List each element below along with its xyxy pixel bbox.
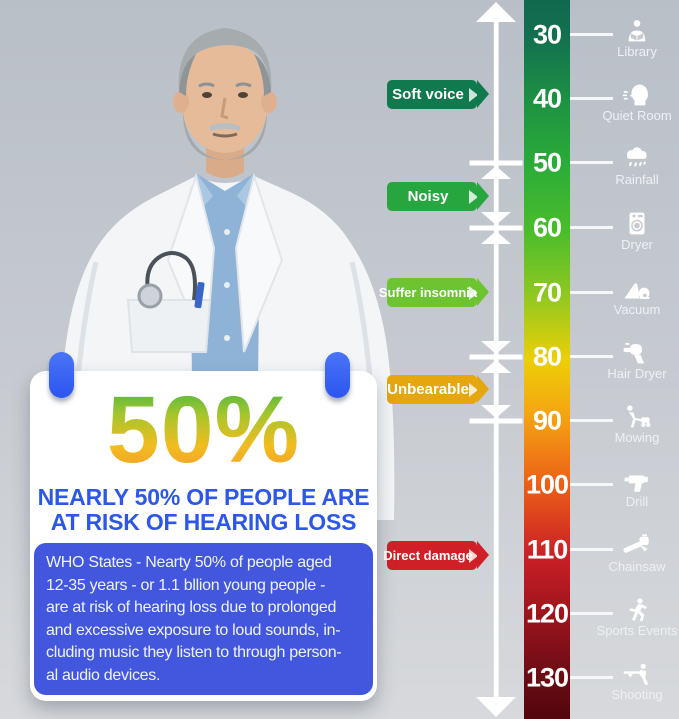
tick-connector (570, 612, 613, 615)
tick-connector (570, 483, 613, 486)
db-value: 90 (532, 405, 562, 436)
tick-connector (570, 548, 613, 551)
tick-connector (570, 355, 613, 358)
hair-dryer-icon (623, 342, 645, 364)
tick-connector (570, 676, 613, 679)
level-label: Vacuum (613, 302, 661, 317)
db-value: 60 (532, 212, 562, 243)
level-source-hair-dryer: Hair Dryer (599, 340, 675, 381)
level-source-drill: Drill (599, 468, 675, 509)
who-panel: WHO States - Nearty 50% of people aged 1… (34, 543, 373, 695)
level-label: Hair Dryer (607, 366, 667, 381)
level-source-shooting: Shooting (599, 661, 675, 702)
tick-connector (570, 291, 613, 294)
tag-direct-damage: Direct damage (383, 541, 489, 570)
db-value: 110 (526, 534, 569, 565)
level-source-mowing: Mowing (599, 404, 675, 445)
level-source-dryer: Dryer (599, 211, 675, 252)
tag-noisy: Noisy (387, 182, 489, 211)
level-label: Sports Events (596, 623, 678, 638)
stethoscope (145, 251, 197, 301)
db-value: 30 (532, 19, 562, 50)
tag-unbearable: Unbearable (387, 375, 489, 404)
axis-arrow-up (476, 2, 516, 22)
hanger-pill-right (325, 352, 350, 398)
level-source-quiet-room: Quiet Room (599, 82, 675, 123)
dryer-icon (629, 212, 645, 235)
db-value: 80 (532, 341, 562, 372)
tick-connector (570, 226, 613, 229)
tick-connector (570, 97, 613, 100)
tick-connector (570, 33, 613, 36)
stat-value: 50% (30, 383, 377, 478)
level-label: Mowing (614, 430, 660, 445)
decibel-bar (524, 0, 570, 719)
drill-icon (624, 475, 648, 492)
level-label: Shooting (611, 687, 663, 702)
library-icon (628, 20, 646, 42)
level-label: Quiet Room (602, 108, 672, 123)
level-label: Rainfall (615, 172, 659, 187)
level-label: Library (617, 44, 657, 59)
tick-connector (570, 161, 613, 164)
stat-card: 50% NEARLY 50% OF PEOPLE ARE AT RISK OF … (30, 352, 377, 701)
who-statement: WHO States - Nearty 50% of people aged 1… (46, 554, 342, 684)
rainfall-icon (627, 147, 647, 167)
shooting-icon (623, 663, 649, 685)
sports-events-icon (629, 598, 647, 622)
db-value: 40 (532, 83, 562, 114)
level-source-chainsaw: Chainsaw (599, 533, 675, 574)
db-value: 70 (532, 277, 562, 308)
tag-suffer-insomnia: Suffer insomnia (379, 278, 489, 307)
level-source-sports-events: Sports Events (596, 597, 678, 638)
level-label: Chainsaw (608, 559, 666, 574)
level-source-vacuum: Vacuum (599, 276, 675, 317)
db-value: 50 (532, 147, 562, 178)
tick-connector (570, 419, 613, 422)
mowing-icon (627, 405, 651, 428)
stat-headline: NEARLY 50% OF PEOPLE ARE AT RISK OF HEAR… (37, 484, 370, 535)
db-value: 130 (525, 662, 569, 693)
db-value: 120 (525, 598, 569, 629)
level-source-library: Library (599, 18, 675, 59)
level-label: Drill (625, 494, 649, 509)
level-label: Dryer (621, 237, 653, 252)
chainsaw-icon (623, 534, 649, 553)
level-source-rainfall: Rainfall (599, 146, 675, 187)
db-value: 100 (525, 469, 569, 500)
axis-arrow-down (476, 697, 516, 717)
vacuum-icon (624, 283, 650, 299)
hanger-pill-left (49, 352, 74, 398)
quiet-room-icon (622, 84, 648, 106)
tag-soft-voice: Soft voice (387, 80, 489, 109)
